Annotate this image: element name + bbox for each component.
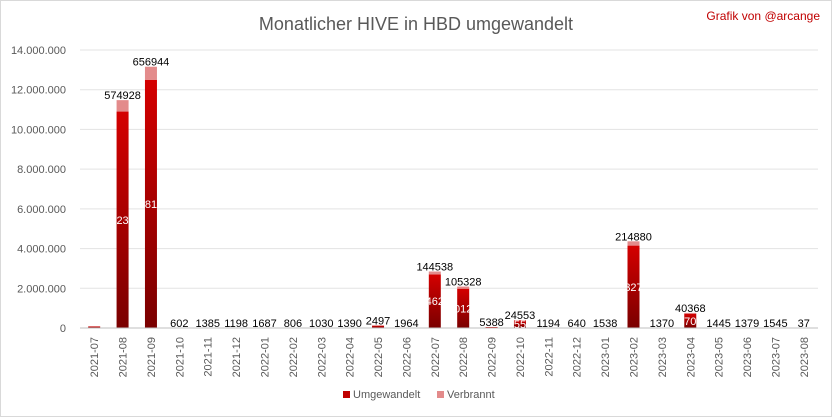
data-label: 1030 [309,318,333,330]
inner-data-label: 327 [624,282,642,294]
bar-verbrannt [144,66,157,80]
x-tick-label: 2023-08 [799,337,811,377]
x-tick-label: 2021-08 [118,337,130,377]
inner-data-label: 55 [514,319,526,331]
data-label: 806 [284,318,302,330]
data-label: 144538 [416,262,453,274]
data-label: 1445 [706,318,730,330]
x-tick-label: 2023-06 [742,337,754,377]
x-tick-label: 2023-03 [657,337,669,377]
x-tick-label: 2023-05 [714,337,726,377]
y-tick-label: 12.000.000 [11,85,66,97]
data-label: 574928 [104,90,141,102]
bar-umgewandelt [684,313,697,328]
y-tick-label: 8.000.000 [17,164,66,176]
x-tick-label: 2022-08 [458,337,470,377]
data-label: 1379 [735,318,759,330]
y-tick-label: 0 [60,323,66,335]
legend-swatch-verbrannt [437,391,444,398]
data-label: 602 [170,318,188,330]
x-tick-label: 2021-09 [146,337,158,377]
y-tick-label: 2.000.000 [17,283,66,295]
inner-data-label: 462 [426,296,444,308]
bar-umgewandelt [372,325,385,328]
data-label: 1964 [394,318,418,330]
bar-umgewandelt [457,288,470,328]
legend-label-verbrannt: Verbrannt [447,389,495,401]
x-tick-label: 2022-02 [288,337,300,377]
bar-verbrannt [684,312,697,314]
bar-umgewandelt [513,320,526,328]
x-tick-label: 2021-10 [174,337,186,377]
x-tick-label: 2023-04 [685,337,697,377]
data-label: 640 [568,318,586,330]
bar-verbrannt [457,286,470,289]
legend-swatch-umgewandelt [343,391,350,398]
x-tick-label: 2022-10 [515,337,527,377]
x-tick-label: 2022-03 [316,337,328,377]
x-axis: 2021-07 2021-08 2021-09 2021-10 2021-11 2021-… [80,327,818,377]
x-tick-label: 2022-05 [373,337,385,377]
data-label: 1687 [252,318,276,330]
inner-data-label: 012 [454,303,472,315]
x-tick-label: 2023-07 [770,337,782,377]
data-label: 1370 [650,318,674,330]
data-label: 1390 [337,318,361,330]
data-label: 105328 [445,277,482,289]
legend-label-umgewandelt: Umgewandelt [353,389,420,401]
y-tick-label: 6.000.000 [17,204,66,216]
legend: Umgewandelt Verbrannt [343,389,495,401]
bar-umgewandelt [88,326,101,328]
bar-verbrannt [428,271,441,275]
chart-title: Monatlicher HIVE in HBD umgewandelt [259,14,573,34]
x-tick-label: 2022-01 [260,337,272,377]
y-tick-label: 14.000.000 [11,45,66,57]
data-label: 214880 [615,231,652,243]
inner-data-label: 81 [145,199,157,211]
x-tick-label: 2022-12 [572,337,584,377]
gridlines [80,49,818,289]
bar-umgewandelt [116,111,129,328]
x-tick-label: 2022-04 [345,337,357,377]
data-label: 1198 [224,318,248,330]
data-label: 1538 [593,318,617,330]
data-label: 5388 [479,317,503,329]
x-tick-label: 2022-07 [430,337,442,377]
x-tick-label: 2023-01 [600,337,612,377]
x-tick-label: 2023-02 [629,337,641,377]
x-tick-label: 2021-12 [231,337,243,377]
chart-credit: Grafik von @arcange [706,9,820,23]
data-label: 24553 [505,310,536,322]
x-tick-label: 2021-11 [203,337,215,377]
data-label: 40368 [675,303,706,315]
y-axis-ticks: 0 2.000.000 4.000.000 6.000.000 8.000.000 10.… [11,45,66,335]
bar-umgewandelt [627,245,640,328]
data-label: 656944 [133,57,170,69]
data-label: 37 [798,318,810,330]
inner-data-label: 70 [684,316,696,328]
data-label: 1194 [537,318,561,330]
y-tick-label: 10.000.000 [11,124,66,136]
x-tick-label: 2022-06 [401,337,413,377]
bar-umgewandelt [428,274,441,328]
data-label: 1385 [195,318,219,330]
x-tick-label: 2022-09 [487,337,499,377]
data-label: 2497 [366,316,390,328]
data-labels: 574928 23 656944 81 602 1385 1198 1687 806 1030 13… [104,57,810,331]
bar-verbrannt [627,241,640,246]
bars [88,66,697,329]
bar-umgewandelt [144,79,157,329]
data-label: 1545 [763,318,787,330]
inner-data-label: 23 [116,215,128,227]
x-tick-label: 2022-11 [543,337,555,377]
bar-verbrannt [116,100,129,112]
x-tick-label: 2021-07 [89,337,101,377]
y-tick-label: 4.000.000 [17,244,66,256]
